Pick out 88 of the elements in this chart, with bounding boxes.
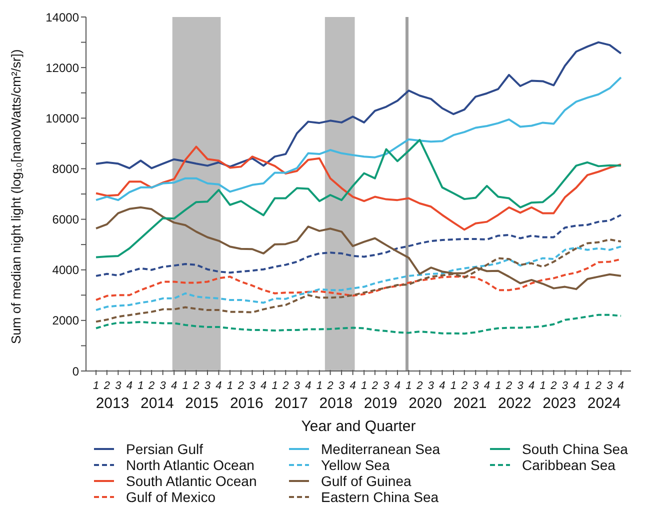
x-tick-label: 4 [439, 380, 446, 392]
x-tick-label: 3 [562, 380, 569, 392]
x-tick-label: 1 [92, 380, 100, 392]
x-tick-label: 4 [216, 380, 222, 392]
line-series [95, 146, 622, 231]
x-tick-label: 4 [171, 380, 178, 392]
x-tick-label: 4 [484, 380, 490, 392]
x-tick-label: 4 [260, 380, 267, 392]
y-axis-title: Sum of median night light (log₁₀[nanoWatts/cm²/sr]) [8, 49, 24, 344]
text: 2018 [319, 395, 353, 412]
text: 2019 [364, 395, 398, 412]
x-tick-label: 3 [249, 380, 256, 392]
x-tick-label: 3 [383, 380, 390, 392]
x-tick-label: 2 [148, 380, 155, 392]
y-tick-label: 12000 [46, 60, 80, 75]
line-series [95, 76, 622, 202]
x-tick-label: 3 [472, 380, 480, 392]
legend-label: South China Sea [522, 441, 628, 457]
text: 2021 [453, 395, 487, 412]
x-tick-label: 1 [226, 380, 234, 392]
x-tick-label: 2 [416, 380, 423, 392]
text: 2022 [498, 395, 532, 412]
y-tick-label: 10000 [46, 111, 80, 126]
x-tick-label: 1 [584, 380, 591, 392]
legend-label: Eastern China Sea [321, 489, 439, 505]
x-tick-label: 4 [126, 380, 132, 392]
legend-label: Caribbean Sea [522, 457, 616, 473]
legend-label: South Atlantic Ocean [126, 473, 257, 489]
legend-label: Persian Gulf [126, 441, 204, 457]
x-tick-label: 1 [182, 380, 188, 392]
x-tick-label: 4 [350, 380, 356, 392]
x-tick-label: 4 [528, 380, 535, 392]
line-series [95, 41, 622, 170]
y-tick-label: 14000 [46, 10, 80, 24]
x-tick-label: 2 [192, 380, 200, 392]
x-tick-label: 2 [370, 380, 378, 392]
text: 2020 [408, 395, 442, 412]
line-series [95, 138, 622, 258]
x-tick-label: 3 [294, 380, 301, 392]
x-tick-label: 3 [517, 380, 524, 392]
x-tick-label: 2 [550, 380, 557, 392]
x-tick-label: 4 [618, 380, 624, 392]
y-tick-label: 2000 [52, 314, 80, 328]
x-tick-label: 2 [236, 380, 244, 392]
legend-label: Gulf of Guinea [321, 473, 412, 489]
legend-label: North Atlantic Ocean [126, 457, 254, 473]
text: 2024 [586, 395, 622, 413]
x-tick-label: 3 [115, 380, 122, 392]
legend-label: Yellow Sea [321, 457, 390, 473]
legend-label: Mediterranean Sea [321, 441, 440, 457]
x-axis-title: Year and Quarter [300, 417, 417, 437]
y-tick-label: 0 [72, 364, 80, 378]
x-tick-label: 1 [495, 380, 502, 392]
text: 2023 [542, 395, 576, 412]
y-tick-label: 6000 [52, 212, 80, 227]
x-tick-label: 1 [361, 380, 368, 392]
line-series [95, 258, 622, 301]
y-tick-label: 4000 [52, 263, 80, 278]
text: 2017 [274, 395, 308, 412]
x-tick-label: 1 [316, 380, 322, 392]
text: 2016 [230, 395, 264, 412]
line-series [95, 314, 622, 335]
text: 2014 [140, 395, 174, 412]
x-tick-label: 2 [282, 380, 289, 392]
line-series [95, 214, 622, 277]
x-tick-label: 1 [540, 380, 546, 392]
x-tick-label: 2 [460, 380, 468, 392]
text: 2015 [185, 395, 219, 412]
x-tick-label: 1 [406, 380, 412, 392]
x-tick-label: 2 [504, 380, 512, 392]
x-tick-label: 2 [594, 380, 602, 392]
x-tick-label: 3 [428, 380, 435, 392]
x-tick-label: 4 [305, 380, 312, 392]
x-tick-label: 1 [272, 380, 278, 392]
x-tick-label: 4 [394, 380, 401, 392]
y-tick-label: 8000 [52, 162, 80, 176]
line-series [95, 246, 622, 312]
x-tick-label: 3 [606, 380, 614, 392]
x-tick-label: 3 [160, 380, 167, 392]
text: 2013 [96, 395, 130, 412]
x-tick-label: 1 [450, 380, 457, 392]
x-tick-label: 1 [138, 380, 144, 392]
x-tick-label: 4 [573, 380, 580, 392]
x-tick-label: 3 [204, 380, 212, 392]
x-tick-label: 2 [326, 380, 334, 392]
x-tick-label: 2 [102, 380, 110, 392]
legend-label: Gulf of Mexico [126, 489, 216, 505]
x-tick-label: 3 [338, 380, 346, 392]
